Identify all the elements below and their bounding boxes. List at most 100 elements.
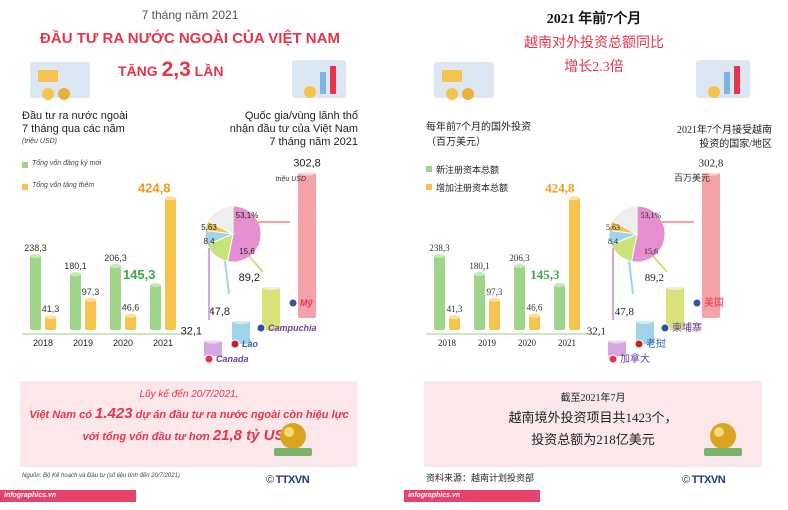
data-label-new: 206,3 xyxy=(104,253,127,263)
summary-line3-a: với tổng vốn đầu tư hơn xyxy=(82,431,213,443)
bar-new-2019 xyxy=(474,274,485,330)
bar-new-2021 xyxy=(554,284,565,330)
bar-added-cap xyxy=(569,196,580,201)
data-label-added: 97,3 xyxy=(487,287,503,297)
country-unit: triệu USD xyxy=(276,176,306,183)
summary-line2: Việt Nam có 1.423 dự án đầu tư ra nước n… xyxy=(20,405,358,422)
zh-right-heading-line1: 2021年7个月接受越南 xyxy=(677,125,772,136)
bar-new-2020 xyxy=(514,266,525,330)
country-value-label: 47,8 xyxy=(209,306,230,318)
bar-added-cap xyxy=(449,315,460,320)
x-tick-label: 2019 xyxy=(478,338,497,348)
pie-value-label: 5,63 xyxy=(606,223,620,232)
flag-icon xyxy=(204,354,214,364)
connector-line xyxy=(248,255,264,273)
header-illustration xyxy=(30,60,346,100)
country-value-label: 32,1 xyxy=(587,326,606,338)
x-tick-label: 2020 xyxy=(113,338,133,348)
country-value-label: 47,8 xyxy=(615,306,635,318)
site-bar: infographics.vn xyxy=(404,490,540,502)
data-label-new: 238,3 xyxy=(429,243,450,253)
zh-summary-line3: 投资总额为218亿美元 xyxy=(531,432,655,447)
left-heading-line2: 7 tháng qua các năm xyxy=(22,123,125,135)
pie-slice-1 xyxy=(630,205,666,263)
zh-source-note: 资料来源：越南计划投资部 xyxy=(426,473,535,483)
country-name-label: 美国 xyxy=(704,296,724,309)
country-name-label: 加拿大 xyxy=(620,352,650,365)
right-heading: Quốc gia/vùng lãnh thổ nhận đầu tư của V… xyxy=(198,110,358,149)
country-unit: 百万美元 xyxy=(674,172,710,183)
country-name-label: Canada xyxy=(216,354,249,364)
pie-slice-1 xyxy=(226,205,262,263)
zh-legend-added-label: 增加注册资本总额 xyxy=(436,183,509,193)
bar-added-cap xyxy=(165,196,176,201)
bar-country-cap xyxy=(298,169,316,176)
bar-country-3 xyxy=(636,321,654,344)
bar-country-cap xyxy=(262,284,280,291)
bar-added-2019 xyxy=(85,299,96,330)
connector-line xyxy=(224,260,230,295)
data-label-added: 41,3 xyxy=(447,304,463,314)
bar-added-2021 xyxy=(165,198,176,330)
zh-title-1: 2021 年前7个月 xyxy=(546,12,642,27)
data-label-added: 46,6 xyxy=(527,303,543,313)
header-illustration xyxy=(434,60,750,100)
growth-title-suffix: LẦN xyxy=(190,63,224,79)
bar-added-cap xyxy=(45,315,56,320)
bar-new-cap xyxy=(30,254,41,259)
right-heading-line1: Quốc gia/vùng lãnh thổ xyxy=(244,110,358,122)
bar-country-cap xyxy=(232,318,250,325)
left-unit: (triệu USD) xyxy=(22,138,58,145)
country-value-label: 89,2 xyxy=(239,272,260,284)
pie-value-label: 53,1% xyxy=(236,211,259,220)
zh-chart-canvas: 238,3 41,3 2018 180,1 97,3 2019 206,3 46,6 2020 1… xyxy=(426,158,724,365)
country-name-label: Mỹ xyxy=(300,298,313,308)
bar-added-2020 xyxy=(529,315,540,330)
bar-country-1 xyxy=(702,172,720,318)
right-heading-line2: nhận đầu tư của Việt Nam xyxy=(229,123,358,135)
bar-new-2020 xyxy=(110,266,121,330)
summary-line2-c: dự án đầu tư ra nước ngoài còn hiệu lực xyxy=(132,409,349,421)
growth-multiplier: 2,3 xyxy=(161,58,191,81)
data-label-new: 180,1 xyxy=(469,261,489,271)
data-label-new: 238,3 xyxy=(24,243,47,253)
agency-logo: © TTXVN xyxy=(682,474,726,486)
growth-title-prefix: TĂNG xyxy=(118,63,162,79)
x-tick-label: 2018 xyxy=(438,338,457,348)
flag-icon xyxy=(660,323,670,333)
main-title: ĐẦU TƯ RA NƯỚC NGOÀI CỦA VIỆT NAM xyxy=(40,30,340,47)
summary-line2-a: Việt Nam có xyxy=(29,409,96,421)
zh-title-2: 越南对外投资总额同比 xyxy=(524,36,664,51)
connector-line xyxy=(628,260,634,295)
data-label-added: 424,8 xyxy=(545,180,575,195)
bar-added-cap xyxy=(85,297,96,302)
zh-title-3: 增长2.3倍 xyxy=(564,60,624,75)
bar-added-cap xyxy=(489,297,500,302)
x-tick-label: 2018 xyxy=(33,338,53,348)
flag-icon xyxy=(634,339,644,349)
zh-right-heading: 2021年7个月接受越南 投资的国家/地区 xyxy=(622,124,772,152)
zh-summary-line1: 截至2021年7月 xyxy=(560,393,626,404)
country-value-label: 302,8 xyxy=(699,158,724,170)
zh-legend-new-label: 新注册资本总额 xyxy=(436,165,500,175)
data-label-added: 97,3 xyxy=(82,287,100,297)
summary-line3: với tổng vốn đầu tư hơn 21,8 tỷ USD xyxy=(20,427,358,444)
bar-added-cap xyxy=(125,313,136,318)
bar-new-cap xyxy=(554,282,565,287)
bar-country-cap xyxy=(204,337,222,344)
flag-icon xyxy=(230,339,240,349)
bar-added-2019 xyxy=(489,299,500,330)
bar-new-2021 xyxy=(150,284,161,330)
bar-country-4 xyxy=(204,340,222,356)
summary-total-capital: 21,8 tỷ USD xyxy=(212,427,296,444)
vi-chart-canvas: 238,3 41,3 2018 180,1 97,3 2019 206,3 46,6 2020 1… xyxy=(22,158,321,364)
bar-new-cap xyxy=(110,264,121,269)
bar-new-2019 xyxy=(70,274,81,330)
flag-icon xyxy=(256,323,266,333)
zh-summary-line2: 越南境外投资项目共1423个， xyxy=(508,410,678,425)
bar-added-2018 xyxy=(45,317,56,330)
pie-value-label: 8,4 xyxy=(608,237,618,246)
data-label-new: 180,1 xyxy=(64,261,87,271)
zh-left-unit: （百万美元） xyxy=(426,137,486,148)
country-name-label: Campuchia xyxy=(268,323,317,333)
